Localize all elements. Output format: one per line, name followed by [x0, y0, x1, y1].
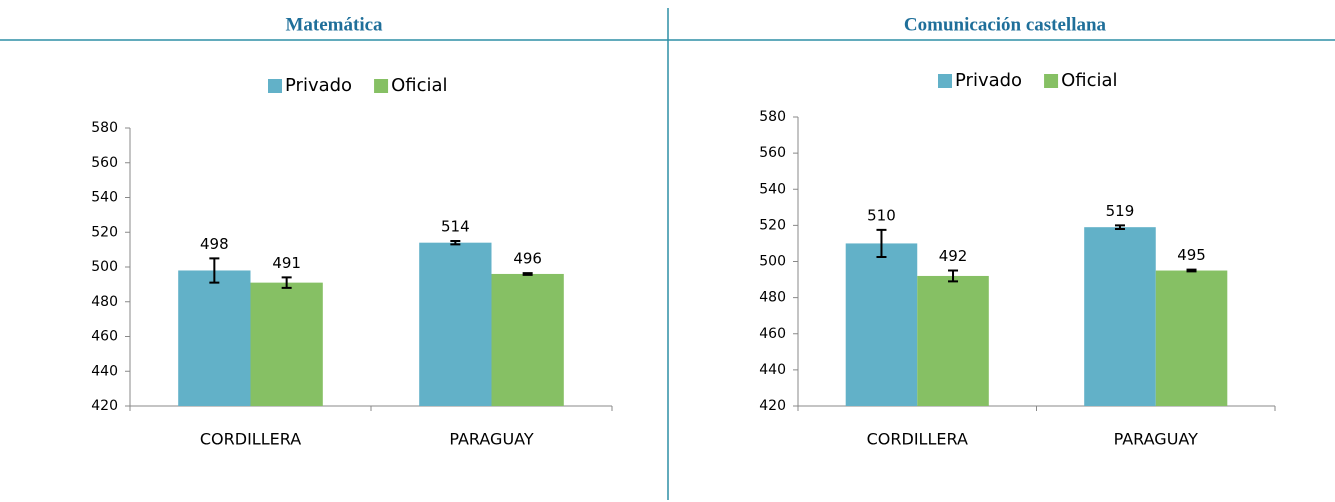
- value-label: 510: [867, 206, 896, 224]
- bar: [250, 282, 323, 406]
- legend-swatch: [268, 79, 282, 93]
- value-label: 519: [1106, 202, 1135, 220]
- value-label: 496: [513, 250, 542, 268]
- y-tick-label: 440: [91, 363, 118, 379]
- legend-label: Oficial: [1061, 70, 1117, 91]
- error-bar: [948, 269, 959, 283]
- bar: [845, 243, 918, 406]
- error-bar: [1186, 268, 1197, 273]
- x-tick-label: PARAGUAY: [449, 430, 534, 449]
- legend-label: Privado: [955, 70, 1022, 91]
- y-tick-label: 440: [759, 362, 786, 378]
- value-label: 514: [441, 217, 470, 235]
- legend-swatch: [1044, 74, 1059, 88]
- error-bar: [209, 257, 220, 284]
- y-tick-label: 480: [91, 294, 118, 310]
- y-tick-label: 580: [91, 120, 118, 136]
- x-tick-label: PARAGUAY: [1114, 430, 1199, 449]
- value-label: 495: [1177, 246, 1206, 264]
- legend-label: Privado: [285, 75, 352, 96]
- bar: [917, 275, 989, 406]
- x-tick-label: CORDILLERA: [867, 430, 968, 449]
- bar: [1155, 270, 1228, 406]
- value-label: 498: [200, 235, 229, 253]
- bar: [1084, 227, 1156, 406]
- y-tick-label: 420: [759, 398, 786, 414]
- value-label: 492: [939, 247, 968, 265]
- bar: [419, 242, 492, 406]
- chart-title: Comunicación castellana: [904, 14, 1107, 35]
- y-tick-label: 540: [91, 190, 118, 206]
- y-tick-label: 580: [759, 109, 786, 125]
- error-bar: [1114, 224, 1125, 230]
- y-tick-label: 520: [759, 217, 786, 233]
- x-tick-label: CORDILLERA: [200, 430, 301, 449]
- y-tick-label: 460: [759, 326, 786, 342]
- error-bar: [281, 276, 292, 289]
- value-label: 491: [272, 254, 301, 272]
- bar: [178, 270, 251, 406]
- y-tick-label: 460: [91, 329, 118, 345]
- error-bar: [876, 228, 887, 258]
- legend-label: Oficial: [391, 75, 447, 96]
- y-tick-label: 500: [91, 259, 118, 275]
- error-bar: [522, 272, 533, 276]
- bar: [491, 273, 564, 406]
- y-tick-label: 520: [91, 224, 118, 240]
- y-tick-label: 420: [91, 398, 118, 414]
- y-tick-label: 480: [759, 290, 786, 306]
- legend-swatch: [938, 74, 952, 88]
- y-tick-label: 560: [91, 155, 118, 171]
- y-tick-label: 560: [759, 145, 786, 161]
- chart-title: Matemática: [285, 14, 383, 35]
- error-bar: [450, 239, 461, 246]
- y-tick-label: 540: [759, 181, 786, 197]
- legend-swatch: [374, 79, 389, 93]
- y-tick-label: 500: [759, 254, 786, 270]
